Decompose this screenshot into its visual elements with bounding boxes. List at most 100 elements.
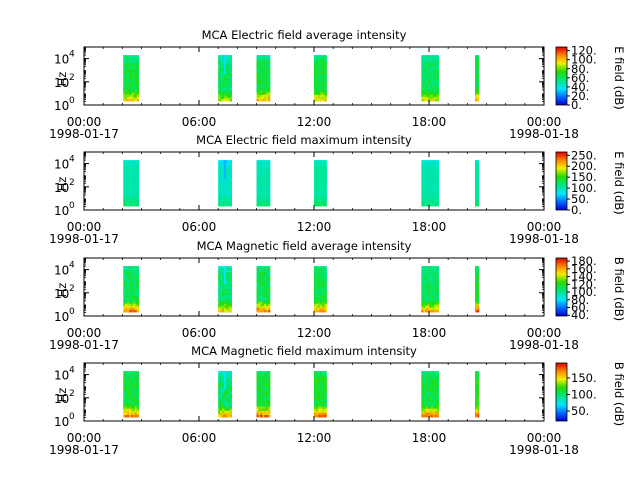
spectrogram-cell bbox=[223, 170, 227, 174]
spectrogram-cell bbox=[132, 286, 136, 290]
spectrogram-cell bbox=[260, 197, 263, 201]
spectrogram-cell bbox=[314, 80, 317, 83]
spectrogram-cell bbox=[223, 307, 227, 311]
spectrogram-cell bbox=[316, 61, 319, 64]
spectrogram-cell bbox=[266, 168, 269, 171]
colorbar bbox=[555, 362, 568, 422]
spectrogram-cell bbox=[430, 309, 434, 313]
chart-title: MCA Magnetic field average intensity bbox=[197, 239, 412, 253]
spectrogram-cell bbox=[320, 160, 323, 163]
spectrogram-cell bbox=[316, 381, 319, 385]
spectrogram-cell bbox=[227, 398, 231, 401]
spectrogram-cell bbox=[130, 191, 134, 194]
spectrogram-cell bbox=[229, 172, 232, 176]
spectrogram-cell bbox=[320, 80, 323, 83]
spectrogram-cell bbox=[129, 189, 132, 192]
spectrogram-cell bbox=[314, 291, 317, 294]
spectrogram-cell bbox=[477, 55, 480, 58]
spectrogram-cell bbox=[130, 406, 134, 410]
spectrogram-cell bbox=[268, 195, 271, 199]
spectrogram-cell bbox=[425, 297, 428, 300]
spectrogram-cell bbox=[316, 387, 319, 391]
spectrogram-cell bbox=[256, 391, 259, 395]
spectrogram-cell bbox=[430, 201, 434, 205]
spectrogram-cell bbox=[425, 183, 428, 186]
spectrogram-cell bbox=[425, 88, 428, 91]
spectrogram-cell bbox=[314, 55, 317, 58]
spectrogram-cell bbox=[322, 185, 325, 188]
spectrogram-cell bbox=[436, 170, 439, 174]
spectrogram-cell bbox=[129, 280, 132, 284]
spectrogram-cell bbox=[258, 160, 261, 163]
spectrogram-cell bbox=[475, 65, 477, 69]
x-tick-label: 00:00 bbox=[527, 326, 562, 340]
spectrogram-cell bbox=[436, 394, 439, 397]
spectrogram-cell bbox=[268, 297, 271, 300]
spectrogram-cell bbox=[258, 168, 261, 171]
spectrogram-cell bbox=[132, 282, 136, 286]
spectrogram-cell bbox=[314, 78, 317, 81]
spectrogram-cell bbox=[266, 197, 269, 201]
spectrogram-cell bbox=[475, 406, 477, 410]
spectrogram-cell bbox=[123, 96, 126, 100]
spectrogram-cell bbox=[432, 69, 436, 73]
spectrogram-cell bbox=[225, 82, 229, 85]
spectrogram-cell bbox=[127, 276, 130, 280]
spectrogram-cell bbox=[132, 203, 136, 207]
spectrogram-cell bbox=[477, 391, 480, 395]
spectrogram-cell bbox=[434, 69, 438, 73]
spectrogram-cell bbox=[227, 199, 231, 203]
spectrogram-cell bbox=[477, 408, 480, 412]
spectrogram-cell bbox=[134, 293, 138, 296]
spectrogram-cell bbox=[218, 63, 221, 66]
spectrogram-cell bbox=[425, 266, 428, 269]
colorbar bbox=[555, 151, 568, 211]
spectrogram-cell bbox=[123, 391, 126, 395]
spectrogram-cell bbox=[324, 278, 327, 282]
spectrogram-cell bbox=[268, 63, 271, 66]
spectrogram-cell bbox=[229, 379, 232, 382]
spectrogram-cell bbox=[427, 410, 430, 414]
spectrogram-cell bbox=[316, 71, 319, 75]
colorbar-tick-label: 60. bbox=[571, 71, 589, 85]
spectrogram-cell bbox=[225, 168, 229, 171]
spectrogram-cell bbox=[427, 406, 430, 410]
spectrogram-cell bbox=[130, 82, 134, 85]
spectrogram-cell bbox=[225, 270, 229, 273]
spectrogram-cell bbox=[318, 396, 321, 399]
spectrogram-cell bbox=[262, 266, 265, 269]
spectrogram-cell bbox=[266, 274, 269, 277]
spectrogram-cell bbox=[421, 94, 424, 98]
spectrogram-cell bbox=[432, 373, 436, 376]
spectrogram-cell bbox=[423, 301, 426, 305]
spectrogram-cell bbox=[129, 168, 132, 171]
spectrogram-cell bbox=[264, 295, 267, 298]
spectrogram-cell bbox=[136, 88, 140, 91]
spectrogram-cell bbox=[421, 98, 424, 102]
spectrogram-cell bbox=[132, 178, 136, 182]
spectrogram-cell bbox=[129, 96, 132, 100]
spectrogram-cell bbox=[225, 381, 229, 385]
spectrogram-cell bbox=[130, 65, 134, 69]
spectrogram-cell bbox=[429, 166, 432, 169]
spectrogram-cell bbox=[475, 280, 477, 284]
spectrogram-cell bbox=[256, 185, 259, 188]
spectrogram-cell bbox=[432, 195, 436, 199]
spectrogram-cell bbox=[314, 170, 317, 174]
x-tick-label: 06:00 bbox=[182, 326, 217, 340]
spectrogram-cell bbox=[432, 414, 436, 418]
spectrogram-cell bbox=[256, 160, 259, 163]
spectrogram-cell bbox=[432, 71, 436, 75]
colorbar-label: E field (dB) bbox=[612, 46, 626, 110]
spectrogram-cell bbox=[476, 295, 478, 298]
spectrogram-cell bbox=[223, 86, 227, 89]
spectrogram-cell bbox=[320, 400, 323, 403]
spectrogram-cell bbox=[258, 284, 261, 288]
spectrogram-cell bbox=[314, 90, 317, 94]
x-tick-label: 12:00 bbox=[297, 115, 332, 129]
spectrogram-cell bbox=[425, 55, 428, 58]
spectrogram-cell bbox=[324, 197, 327, 201]
spectrogram-cell bbox=[475, 172, 477, 176]
spectrogram-cell bbox=[421, 375, 424, 378]
spectrogram-cell bbox=[477, 75, 480, 79]
